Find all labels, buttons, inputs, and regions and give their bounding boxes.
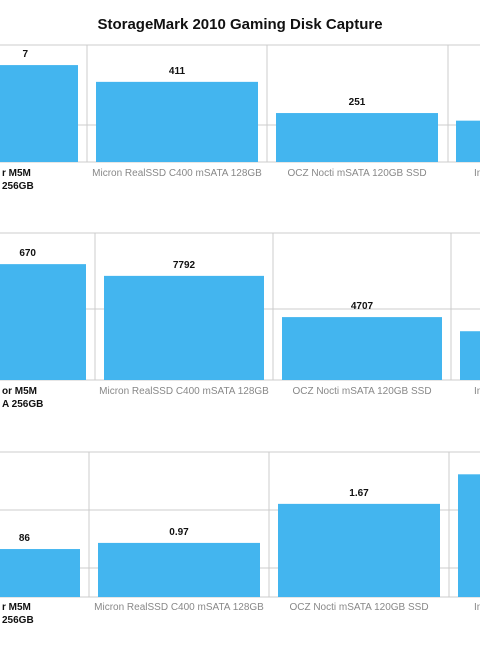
bar bbox=[276, 113, 438, 162]
data-label: 7 bbox=[22, 49, 28, 60]
category-label: 256GB bbox=[2, 615, 34, 626]
bar bbox=[458, 474, 480, 597]
bar bbox=[282, 317, 442, 380]
bar bbox=[98, 542, 260, 597]
data-label: 86 bbox=[19, 533, 31, 544]
category-label: In bbox=[474, 602, 480, 613]
category-label: Micron RealSSD C400 mSATA 128GB bbox=[92, 168, 262, 179]
bar bbox=[456, 120, 480, 162]
data-label: 251 bbox=[349, 97, 366, 108]
bar bbox=[96, 81, 258, 162]
category-label: r M5M bbox=[2, 168, 31, 179]
data-label: 4707 bbox=[351, 301, 374, 312]
data-label: 411 bbox=[169, 66, 186, 77]
bar bbox=[0, 549, 80, 597]
category-label: 256GB bbox=[2, 181, 34, 192]
category-label: Micron RealSSD C400 mSATA 128GB bbox=[94, 602, 264, 613]
category-label: or M5M bbox=[2, 386, 37, 397]
category-label: In bbox=[474, 386, 480, 397]
bar bbox=[0, 264, 86, 380]
data-label: 7792 bbox=[173, 260, 196, 271]
data-label: 0.97 bbox=[169, 527, 189, 538]
data-label: 1.67 bbox=[349, 488, 369, 499]
bar bbox=[460, 331, 480, 380]
category-label: Micron RealSSD C400 mSATA 128GB bbox=[99, 386, 269, 397]
chart-title: StorageMark 2010 Gaming Disk Capture bbox=[97, 16, 383, 33]
category-label: A 256GB bbox=[2, 399, 43, 410]
category-label: OCZ Nocti mSATA 120GB SSD bbox=[287, 168, 426, 179]
bar bbox=[278, 503, 440, 597]
category-label: OCZ Nocti mSATA 120GB SSD bbox=[292, 386, 431, 397]
bar bbox=[104, 275, 264, 380]
bar bbox=[0, 65, 78, 162]
data-label: 670 bbox=[19, 248, 36, 259]
category-label: In bbox=[474, 168, 480, 179]
category-label: r M5M bbox=[2, 602, 31, 613]
category-label: OCZ Nocti mSATA 120GB SSD bbox=[289, 602, 428, 613]
